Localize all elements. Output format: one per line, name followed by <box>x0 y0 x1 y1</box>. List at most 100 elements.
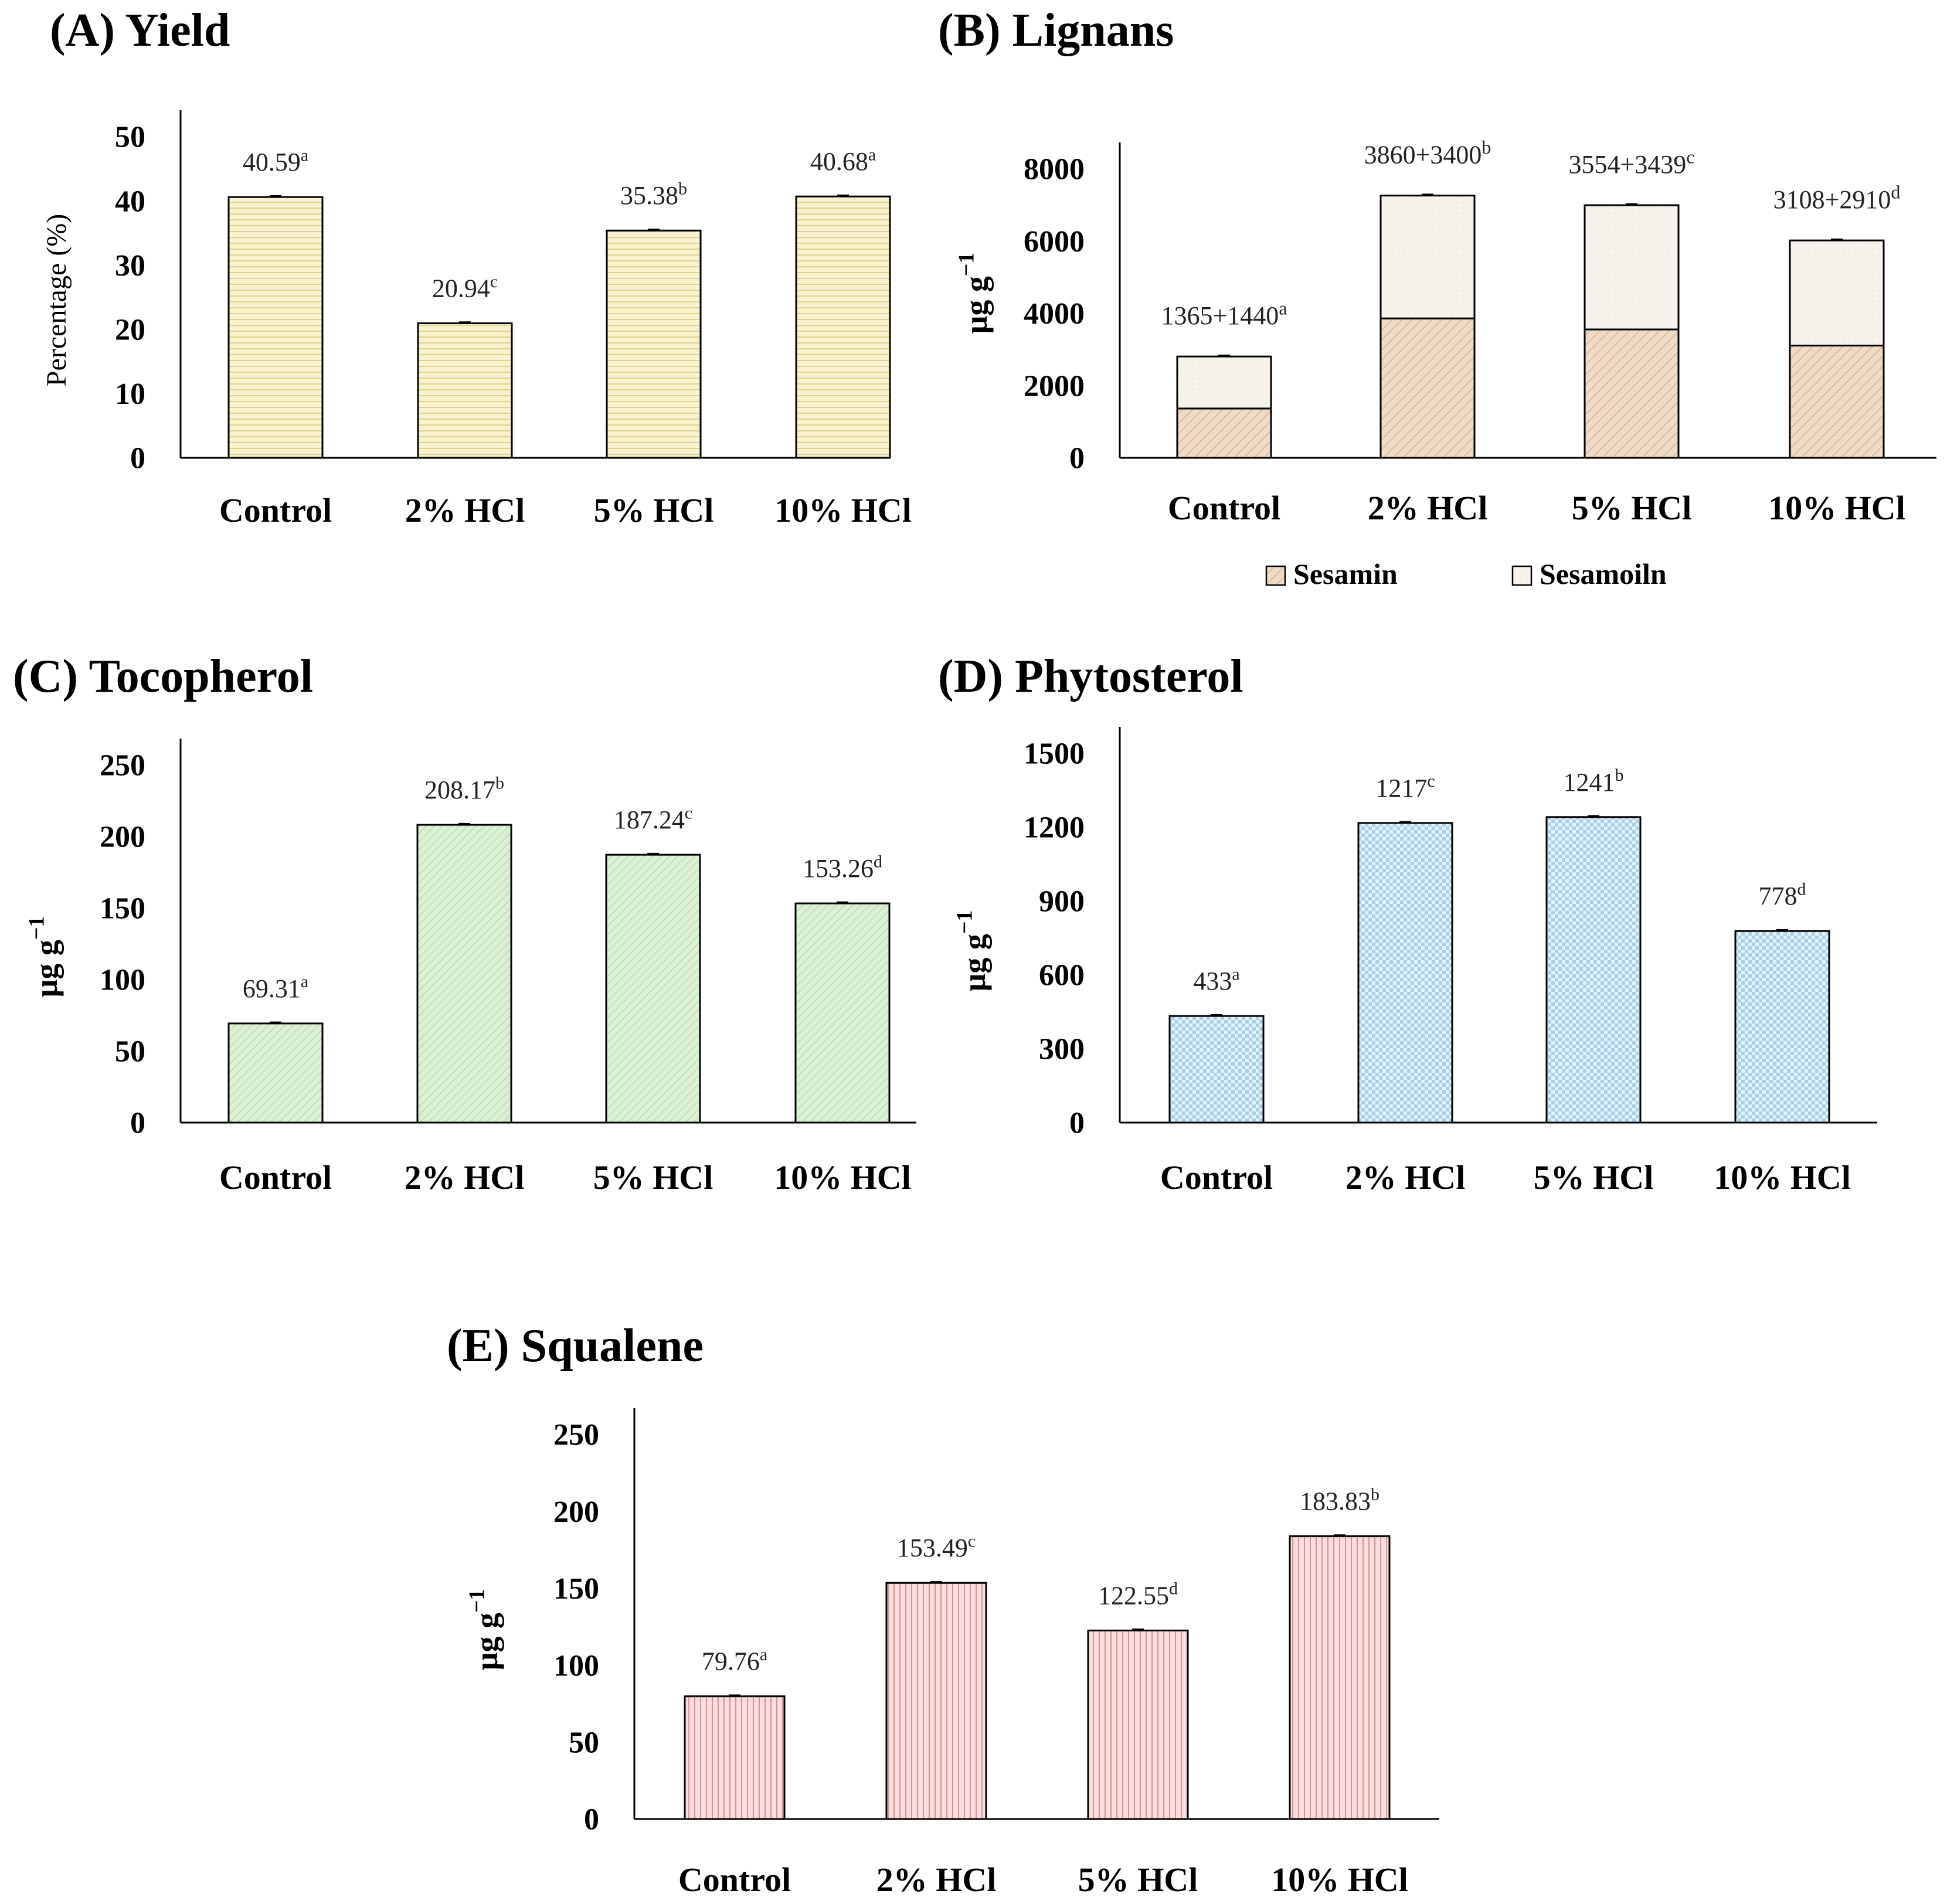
category-label: Control <box>219 491 332 529</box>
bar-1 <box>885 1582 987 1820</box>
data-label-value: 3554+3439 <box>1568 150 1686 179</box>
data-label-value: 3108+2910 <box>1773 185 1891 214</box>
bar-0 <box>1168 1015 1265 1124</box>
data-label-letter: b <box>1371 1485 1379 1504</box>
category-label: 10% HCl <box>774 491 912 529</box>
category-label: Control <box>219 1158 332 1196</box>
data-label-letter: d <box>874 852 882 871</box>
y-tick-label: 200 <box>100 821 145 854</box>
y-axis-label-text: μg g <box>469 1613 504 1670</box>
data-label: 79.76a <box>702 1645 767 1676</box>
y-tick-label: 30 <box>115 249 145 283</box>
y-axis-label-superscript: −1 <box>954 253 978 276</box>
data-label-letter: d <box>1798 880 1806 899</box>
bar-sesamin-2 <box>1584 328 1680 459</box>
data-label-value: 35.38 <box>620 181 678 210</box>
y-tick-label: 0 <box>1069 442 1085 475</box>
bar-2 <box>1545 816 1642 1124</box>
panels: (A) Yield 0 10 20 30 40 50 Percentage (%) Contro… <box>13 5 1936 1899</box>
y-tick-label: 4000 <box>1024 297 1085 331</box>
category-label: 5% HCl <box>1572 489 1692 527</box>
y-axis-label: μg g−1 <box>464 1589 504 1671</box>
y-tick-label: 900 <box>1039 885 1085 919</box>
bar-sesamin-3 <box>1789 344 1885 459</box>
data-label-value: 40.59 <box>243 148 301 176</box>
category-label: 2% HCl <box>1368 489 1488 527</box>
data-label-letter: a <box>1279 297 1287 318</box>
data-label-letter: a <box>1232 964 1239 984</box>
y-axis-label-superscript: −1 <box>952 910 977 934</box>
y-tick-label: 150 <box>553 1572 599 1606</box>
data-label: 40.59a <box>243 145 308 176</box>
data-label-value: 69.31 <box>243 974 301 1003</box>
y-tick-label: 600 <box>1039 959 1085 992</box>
y-tick-label: 250 <box>553 1419 599 1452</box>
bar-0 <box>684 1695 786 1820</box>
y-tick-label: 150 <box>100 892 145 926</box>
data-label: 40.68a <box>810 145 876 176</box>
bar-sesamoiln-3 <box>1789 239 1885 346</box>
y-axis-label: Percentage (%) <box>41 214 72 387</box>
data-label: 183.83b <box>1300 1485 1379 1516</box>
data-label: 122.55d <box>1098 1579 1178 1610</box>
category-label: Control <box>1160 1158 1273 1196</box>
chart-title: (D) Phytosterol <box>938 651 1243 702</box>
chart-title: (B) Lignans <box>938 5 1174 56</box>
data-label-value: 79.76 <box>702 1647 760 1676</box>
data-label-value: 122.55 <box>1098 1581 1169 1610</box>
category-label: 5% HCl <box>594 491 714 529</box>
bar-3 <box>794 902 891 1124</box>
bar-3 <box>1289 1535 1391 1820</box>
data-label-value: 1241 <box>1564 768 1615 797</box>
data-label-value: 1365+1440 <box>1161 301 1279 330</box>
y-axis-label: μg g−1 <box>952 910 992 992</box>
data-label-letter: b <box>1482 137 1491 158</box>
bar-0 <box>227 1022 324 1124</box>
y-axis-label-superscript: −1 <box>464 1589 489 1613</box>
data-label-value: 433 <box>1193 967 1232 995</box>
data-label-value: 1217 <box>1375 774 1427 803</box>
data-label: 1241b <box>1564 766 1624 797</box>
category-label: 2% HCl <box>405 1158 525 1196</box>
data-label: 3860+3400b <box>1364 137 1491 169</box>
legend-label-sesamin: Sesamin <box>1293 557 1398 590</box>
data-label: 433a <box>1193 964 1239 995</box>
chart-panel-D: (D) Phytosterol 0 300 600 900 1200 1500 μg g−1 C… <box>938 651 1877 1196</box>
chart-panel-B: (B) Lignans 0 2000 4000 6000 8000 μg g−1 Contro… <box>938 5 1936 590</box>
y-axis-label-text: μg g <box>957 934 992 991</box>
y-tick-label: 50 <box>115 1035 145 1069</box>
y-tick-label: 100 <box>100 964 145 997</box>
data-label: 20.94c <box>432 272 498 303</box>
data-label: 208.17b <box>424 773 504 804</box>
data-label-letter: c <box>1427 771 1435 791</box>
category-label: 10% HCl <box>1271 1861 1408 1899</box>
y-axis-label-text: Percentage (%) <box>41 214 72 387</box>
data-label-value: 20.94 <box>432 274 490 302</box>
data-label: 187.24c <box>614 803 692 834</box>
legend-label-sesamoiln: Sesamoiln <box>1540 557 1667 590</box>
bar-sesamin-0 <box>1176 407 1272 459</box>
y-tick-label: 8000 <box>1024 153 1085 186</box>
bar-sesamoiln-0 <box>1176 355 1272 410</box>
data-label-value: 778 <box>1759 882 1798 910</box>
bar-1 <box>1357 822 1453 1124</box>
category-label: Control <box>678 1861 791 1899</box>
y-tick-label: 50 <box>569 1726 599 1759</box>
data-label: 69.31a <box>243 972 308 1003</box>
y-tick-label: 250 <box>100 749 145 783</box>
bar-2 <box>605 854 701 1124</box>
chart-title: (C) Tocopherol <box>13 651 313 702</box>
data-label-value: 3860+3400 <box>1364 141 1482 169</box>
y-tick-label: 6000 <box>1024 225 1085 259</box>
y-tick-label: 0 <box>130 442 145 475</box>
category-label: 10% HCl <box>774 1158 911 1196</box>
y-axis-label-text: μg g <box>29 940 64 997</box>
data-label: 778d <box>1759 880 1806 911</box>
y-tick-label: 0 <box>130 1107 145 1140</box>
data-label-value: 187.24 <box>614 805 685 834</box>
bar-1 <box>416 824 512 1124</box>
y-tick-label: 2000 <box>1024 369 1085 403</box>
bar-sesamoiln-1 <box>1379 195 1476 319</box>
data-label-letter: a <box>760 1645 767 1664</box>
